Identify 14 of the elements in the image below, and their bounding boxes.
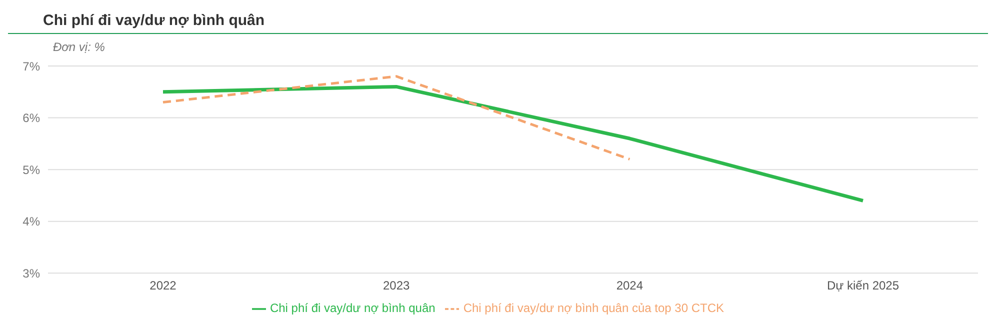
chart-title: Chi phí đi vay/dư nợ bình quân (8, 8, 988, 34)
x-tick-label: 2023 (382, 278, 410, 293)
x-tick-label: 2022 (150, 278, 177, 293)
x-tick-label: Dự kiến 2025 (826, 278, 900, 293)
legend-label: Chi phí đi vay/dư nợ bình quân của top 30 CTCK (463, 301, 724, 316)
y-tick-label: 5% (22, 162, 40, 177)
line-series (161, 84, 865, 202)
x-tick-label: 2024 (616, 278, 644, 293)
y-tick-label: 7% (22, 59, 40, 74)
chart-subtitle: Đơn vị: % (52, 39, 106, 54)
legend-label: Chi phí đi vay/dư nợ bình quân (270, 301, 436, 316)
y-tick-label: 6% (22, 111, 40, 126)
y-tick-label: 3% (22, 266, 40, 280)
y-tick-label: 4% (22, 214, 40, 229)
